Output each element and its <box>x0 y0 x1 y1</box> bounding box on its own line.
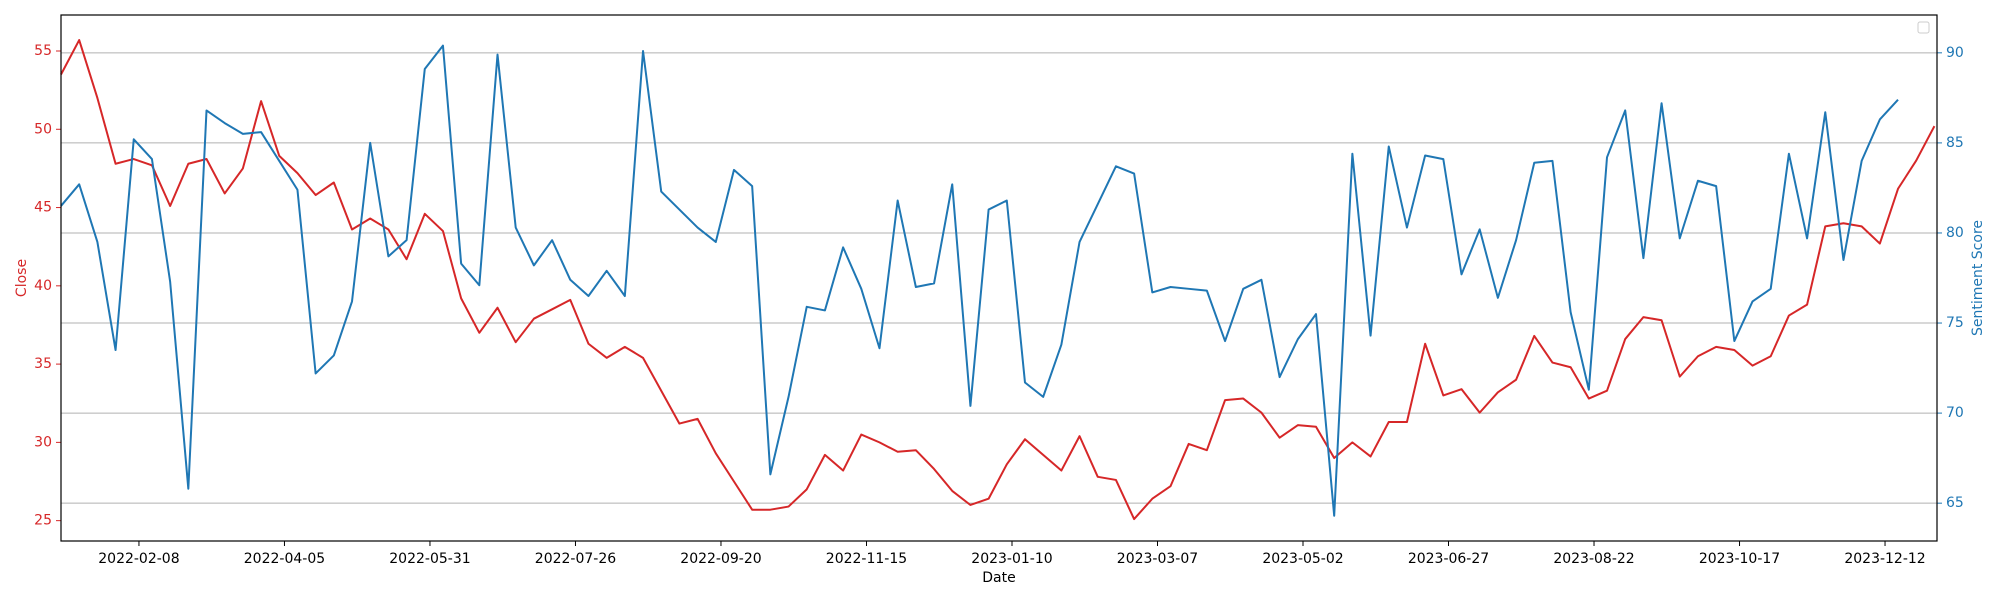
y-tick-label: 50 <box>34 121 52 137</box>
y2-axis-label: Sentiment Score <box>1970 220 1986 336</box>
y-tick-label: 45 <box>34 200 52 216</box>
legend <box>1917 21 1930 34</box>
y-tick-label: 30 <box>34 434 52 450</box>
y2-tick-label: 65 <box>1946 495 1964 511</box>
x-tick-label: 2023-05-02 <box>1262 551 1343 567</box>
x-tick-label: 2022-05-31 <box>389 551 470 567</box>
x-axis-label: Date <box>982 570 1015 586</box>
y2-tick-label: 85 <box>1946 135 1964 151</box>
x-tick-label: 2023-10-17 <box>1699 551 1780 567</box>
x-tick-label: 2023-12-12 <box>1844 551 1925 567</box>
series-line <box>60 44 1899 517</box>
x-tick-label: 2023-01-10 <box>971 551 1052 567</box>
x-tick-label: 2023-06-27 <box>1408 551 1489 567</box>
x-tick-label: 2022-02-08 <box>98 551 179 567</box>
x-tick-label: 2023-08-22 <box>1553 551 1634 567</box>
x-tick-label: 2022-09-20 <box>680 551 761 567</box>
y-tick-label: 40 <box>34 278 52 294</box>
y-tick-label: 35 <box>34 356 52 372</box>
y2-tick-label: 90 <box>1946 45 1964 61</box>
y-axis-label: Close <box>14 259 30 297</box>
x-tick-label: 2022-07-26 <box>535 551 616 567</box>
y2-tick-label: 70 <box>1946 405 1964 421</box>
x-tick-label: 2022-11-15 <box>826 551 907 567</box>
plot-frame <box>60 14 1938 542</box>
x-tick-label: 2022-04-05 <box>244 551 325 567</box>
y-tick-label: 25 <box>34 513 52 529</box>
x-tick-label: 2023-03-07 <box>1117 551 1198 567</box>
y2-tick-label: 80 <box>1946 225 1964 241</box>
series-line <box>60 39 1936 521</box>
y2-tick-label: 75 <box>1946 315 1964 331</box>
y-tick-label: 55 <box>34 43 52 59</box>
